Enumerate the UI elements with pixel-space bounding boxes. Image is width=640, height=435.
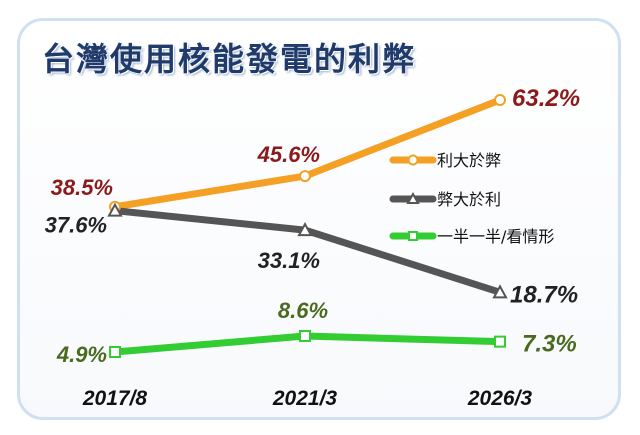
point-marker [299, 170, 311, 183]
series-markers [107, 94, 508, 358]
data-label: 7.3% [522, 331, 577, 358]
legend-label: 利大於弊 [437, 151, 501, 170]
x-tick-label: 2017/8 [82, 387, 148, 410]
data-label: 37.6% [45, 213, 107, 238]
point-marker [109, 346, 121, 358]
point-marker [494, 335, 506, 348]
data-label: 45.6% [257, 142, 320, 167]
point-marker [299, 330, 311, 343]
data-labels: 38.5% 45.6% 63.2% 37.6% 33.1% 18.7% 4.9% 8.6% 7.… [45, 85, 580, 367]
x-tick-label: 2021/3 [272, 387, 338, 410]
point-marker [492, 284, 508, 299]
data-label: 63.2% [512, 85, 580, 112]
legend-label: 一半一半/看情形 [437, 227, 554, 246]
data-label: 18.7% [510, 281, 578, 308]
data-label: 33.1% [258, 248, 320, 273]
legend-marker [408, 231, 418, 241]
chart-title: 台灣使用核能發電的利弊 [42, 40, 417, 78]
legend-label: 弊大於利 [437, 190, 501, 209]
x-tick-labels: 2017/8 2021/3 2026/3 [82, 387, 533, 410]
legend-marker [406, 191, 420, 204]
data-label: 4.9% [56, 342, 107, 367]
data-label: 38.5% [51, 175, 113, 200]
x-tick-label: 2026/3 [467, 387, 533, 410]
data-label: 8.6% [278, 298, 328, 323]
point-marker [297, 222, 313, 237]
point-marker [494, 94, 506, 106]
point-marker [107, 202, 123, 217]
legend-marker [407, 154, 419, 166]
